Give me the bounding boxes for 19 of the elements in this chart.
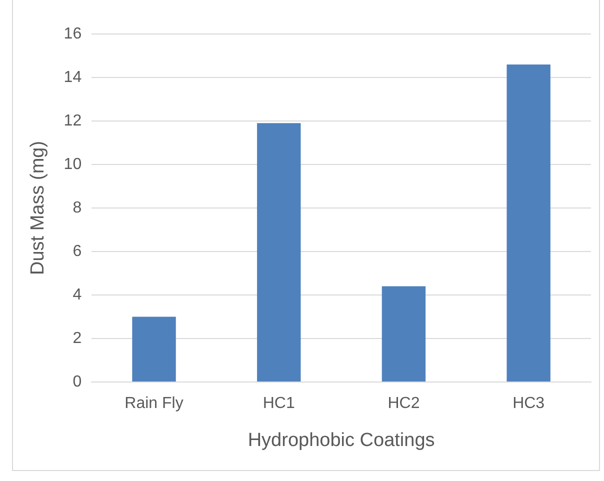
y-tick-label: 2: [72, 330, 82, 347]
y-tick-label: 4: [72, 286, 82, 304]
bar: [257, 123, 301, 382]
x-tick-label: HC1: [262, 395, 295, 412]
bar: [382, 286, 426, 382]
x-tick-label: Rain Fly: [124, 395, 184, 412]
y-axis-title: Dust Mass (mg): [28, 140, 49, 276]
y-tick-label: 0: [72, 373, 82, 390]
y-tick-label: 14: [64, 68, 82, 86]
y-tick-label: 8: [72, 199, 82, 216]
y-tick-label: 12: [64, 112, 82, 130]
bar: [132, 316, 176, 382]
y-tick-label: 16: [64, 25, 82, 42]
y-tick-label: 6: [72, 242, 82, 260]
y-tick-label: 10: [64, 156, 82, 173]
x-tick-label: HC3: [512, 395, 545, 412]
x-tick-label: HC2: [388, 395, 420, 412]
bar: [506, 64, 550, 382]
x-axis-title: Hydrophobic Coatings: [248, 430, 435, 451]
